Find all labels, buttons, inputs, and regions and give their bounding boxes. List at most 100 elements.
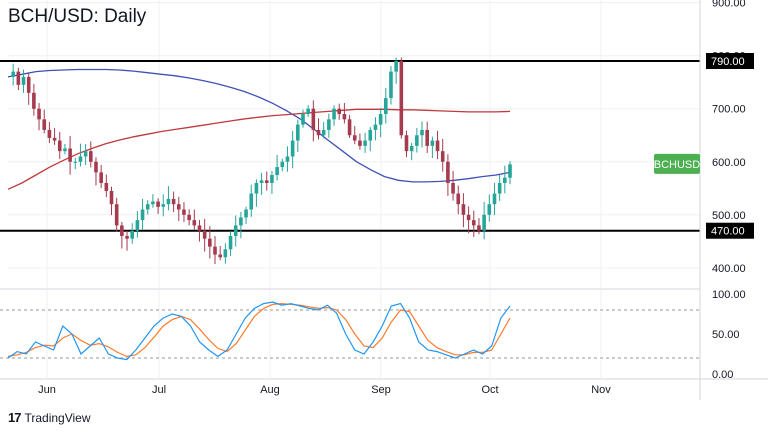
candle-body — [466, 214, 471, 221]
candle-body — [404, 135, 409, 152]
candle-body — [342, 114, 347, 120]
candle-body — [83, 151, 88, 157]
stoch-d-line — [7, 302, 511, 358]
candle-body — [383, 98, 388, 115]
candle-body — [140, 209, 145, 221]
price-tick-label: 500.00 — [712, 210, 746, 222]
candle-body — [290, 140, 295, 157]
candle-body — [197, 225, 202, 231]
candle-body — [218, 254, 222, 258]
candle-body — [503, 177, 507, 183]
candle-body — [471, 220, 476, 226]
candle-body — [285, 156, 290, 162]
candle-body — [394, 60, 398, 72]
candle-body — [316, 129, 321, 136]
ma-fast-line — [7, 68, 511, 183]
stoch-k-line — [7, 301, 511, 361]
candle-body — [425, 129, 429, 146]
candle-body — [430, 140, 435, 146]
candle-body — [461, 204, 466, 215]
candle-body — [446, 161, 450, 183]
candle-body — [151, 201, 155, 205]
candle-body — [213, 246, 217, 255]
candle-body — [311, 108, 316, 130]
candle-body — [47, 129, 52, 138]
candle-body — [358, 140, 362, 146]
candle-body — [420, 129, 424, 136]
candle-body — [332, 108, 336, 120]
candle-body — [57, 140, 62, 152]
candle-body — [161, 204, 166, 207]
candle-body — [368, 129, 373, 141]
candle-body — [114, 204, 119, 226]
candle-body — [270, 175, 274, 183]
candle-body — [239, 217, 243, 226]
candle-body — [482, 214, 486, 231]
candle-body — [352, 135, 357, 141]
time-tick-label: Jul — [152, 384, 166, 396]
candle-body — [399, 60, 404, 136]
candle-body — [125, 236, 129, 239]
candle-body — [37, 108, 41, 120]
chart-title: BCH/USD: Daily — [8, 6, 147, 27]
candle-body — [202, 230, 207, 239]
oscillator-tick-label: 0.00 — [712, 369, 733, 381]
candle-body — [296, 124, 300, 141]
candle-body — [415, 135, 419, 146]
candle-body — [327, 119, 331, 130]
candle-body — [16, 71, 21, 85]
candle-body — [363, 140, 367, 146]
candle-body — [233, 225, 238, 237]
candle-body — [99, 172, 103, 183]
time-tick-label: Jun — [38, 384, 56, 396]
candle-body — [135, 220, 140, 231]
tradingview-logo-icon: 17 — [8, 410, 22, 425]
price-tick-label: 600.00 — [712, 157, 746, 169]
candle-body — [52, 137, 57, 141]
oscillator-tick-label: 50.00 — [712, 329, 740, 341]
candle-body — [280, 161, 285, 168]
candle-body — [456, 193, 461, 205]
candle-body — [42, 119, 47, 130]
candle-body — [378, 114, 383, 125]
moving-averages — [7, 68, 511, 190]
candle-body — [208, 238, 212, 247]
candle-body — [440, 151, 445, 162]
brand-name: TradingView — [24, 410, 91, 425]
candle-body — [254, 182, 259, 194]
candle-body — [11, 71, 15, 77]
candle-body — [492, 193, 497, 205]
candle-body — [487, 204, 492, 215]
symbol-badge-label: BCHUSD — [654, 159, 701, 171]
level-price-tag — [706, 52, 754, 69]
candle-body — [171, 198, 176, 205]
candle-body — [182, 209, 186, 215]
oscillator-pane — [0, 301, 700, 361]
candle-body — [78, 156, 83, 162]
oscillator-tick-label: 100.00 — [712, 289, 746, 301]
price-tick-label: 400.00 — [712, 263, 746, 275]
time-tick-label: Sep — [371, 384, 391, 396]
candle-body — [508, 164, 512, 178]
candle-body — [145, 204, 150, 210]
candle-body — [73, 161, 78, 163]
time-tick-label: Oct — [481, 384, 498, 396]
candle-body — [223, 249, 228, 258]
candle-body — [306, 108, 310, 115]
candle-body — [409, 145, 414, 152]
price-tick-label: 900.00 — [712, 0, 746, 10]
candle-body — [63, 148, 67, 152]
candle-body — [21, 76, 26, 85]
candle-body — [228, 236, 233, 250]
candle-body — [264, 180, 269, 183]
time-tick-label: Nov — [591, 384, 611, 396]
axes: 900.00800.00700.00600.00500.00400.00100.… — [0, 0, 768, 400]
candlesticks — [11, 57, 512, 265]
candle-body — [477, 225, 481, 231]
candle-body — [130, 230, 135, 239]
candle-body — [104, 182, 109, 191]
grid-lines — [8, 0, 700, 378]
horizontal-levels — [0, 59, 700, 232]
candle-body — [373, 124, 378, 130]
